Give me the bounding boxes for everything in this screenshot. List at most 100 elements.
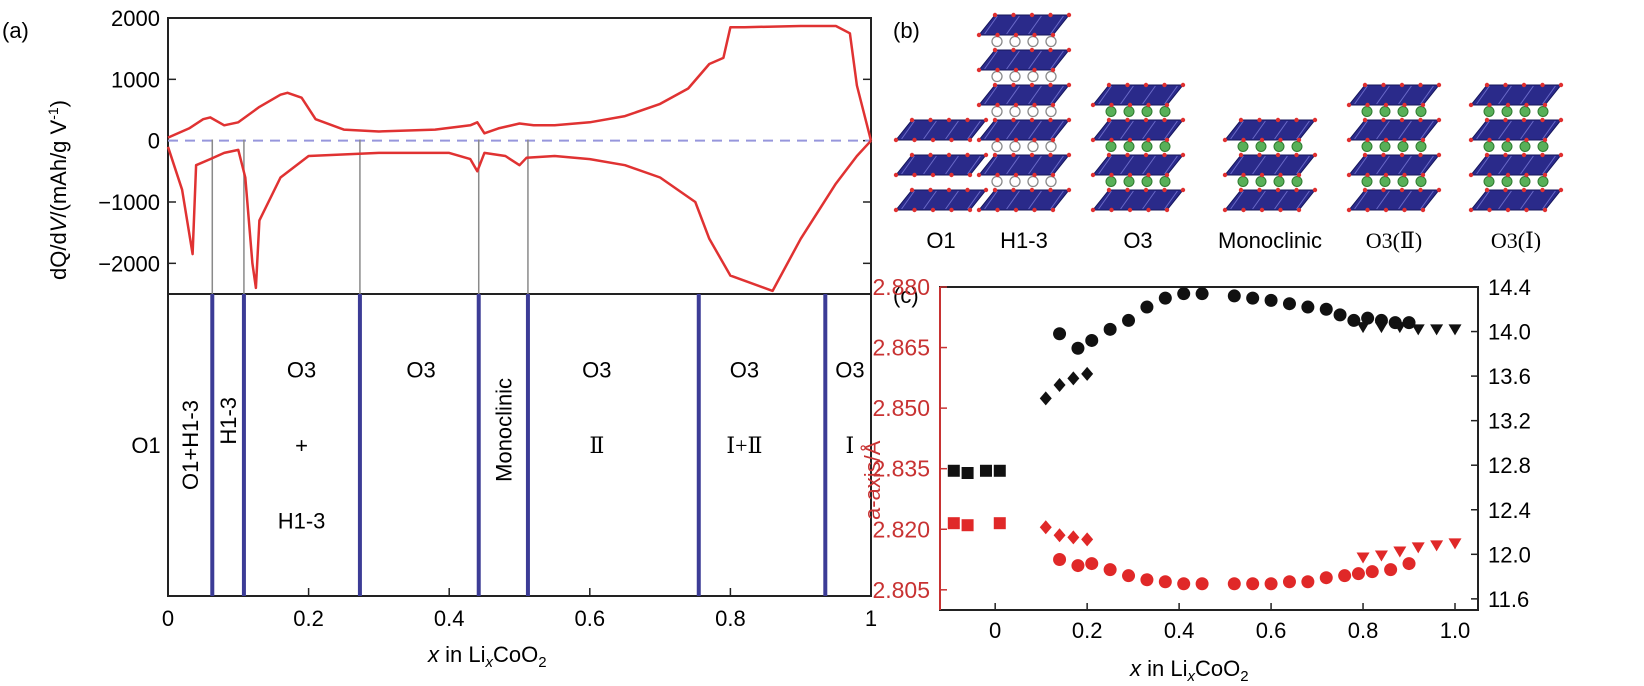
lithium-site-empty: [1009, 70, 1021, 83]
oxygen-atom: [1050, 207, 1056, 213]
oxygen-atom: [1524, 137, 1529, 143]
oxygen-atom: [1180, 117, 1186, 123]
octahedron-edge: [1120, 85, 1134, 105]
oxygen-atom: [1540, 82, 1545, 88]
y-tick-label-a: −1000: [98, 190, 160, 215]
panel-b-structures: O1 H1-3 O3 Monoclinic O3(Ⅱ) O3(Ⅰ): [893, 12, 1564, 253]
coo2-layer: [1223, 189, 1317, 211]
octahedron-edge: [1164, 85, 1178, 105]
lithium-atom: [1537, 141, 1549, 152]
y-tick-label-a: 1000: [111, 67, 160, 92]
coo2-layer: [1347, 119, 1441, 141]
oxygen-atom: [1048, 152, 1053, 158]
coo2-layer: [977, 189, 1071, 211]
plot-c-frame: [939, 286, 1479, 611]
coo2-layer: [894, 189, 988, 211]
oxygen-atom: [949, 207, 954, 213]
oxygen-atom: [1066, 152, 1072, 158]
oxygen-atom: [1048, 82, 1053, 88]
oxygen-atom: [1029, 12, 1035, 18]
oxygen-atom: [1066, 187, 1072, 193]
oxygen-atom: [1066, 82, 1072, 88]
circle-marker: [1333, 308, 1347, 322]
oxygen-atom: [1125, 152, 1130, 158]
octahedron-edge: [1252, 190, 1266, 210]
oxygen-atom: [1362, 152, 1368, 158]
coo2-layer: [1091, 119, 1185, 141]
y-tick-label-a: 2000: [111, 6, 160, 31]
oxygen-atom: [1222, 207, 1228, 213]
octahedron-edge: [945, 155, 959, 175]
lithium-site-empty: [1009, 35, 1021, 48]
oxygen-atom: [1278, 207, 1283, 213]
oxygen-atom: [1090, 137, 1096, 143]
octahedron-edge: [1398, 155, 1412, 175]
oxygen-atom: [1436, 82, 1442, 88]
oxygen-atom: [965, 187, 970, 193]
oxygen-atom: [893, 207, 899, 213]
octahedron-edge: [1142, 85, 1156, 105]
octahedron-edge: [1542, 190, 1556, 210]
oxygen-atom: [1420, 207, 1426, 213]
structure-label: O3: [1123, 228, 1152, 253]
oxygen-atom: [1090, 207, 1096, 213]
panel-a-chart: 2000 1000 0 −1000 −2000 0 0.2 0.4 0.6 0.8 1 O1 O1+H…: [45, 6, 877, 671]
oxygen-atom: [1503, 117, 1508, 123]
oxygen-atom: [967, 137, 973, 143]
lithium-atom: [1361, 141, 1373, 152]
oxygen-atom: [1542, 207, 1548, 213]
oxygen-atom: [1505, 102, 1511, 108]
oxygen-atom: [1365, 207, 1370, 213]
oxygen-atom: [1362, 187, 1368, 193]
oxygen-atom: [1399, 117, 1405, 123]
y-tick-label-c-right: 14.4: [1488, 275, 1531, 300]
panel-label-a: (a): [2, 18, 29, 43]
oxygen-atom: [1146, 102, 1151, 108]
oxygen-atom: [1106, 152, 1112, 158]
oxygen-atom: [1032, 172, 1037, 178]
oxygen-atom: [1146, 137, 1151, 143]
lithium-atom: [1415, 106, 1427, 117]
octahedron-edge: [1498, 190, 1512, 210]
octahedron-edge: [1006, 120, 1020, 140]
octahedron-edge: [967, 190, 981, 210]
oxygen-atom: [1275, 187, 1281, 193]
oxygen-atom: [1362, 82, 1368, 88]
oxygen-atom: [1558, 117, 1564, 123]
oxygen-atom: [983, 117, 989, 123]
oxygen-atom: [992, 187, 998, 193]
oxygen-atom: [1257, 117, 1262, 123]
octahedron-edge: [1354, 155, 1368, 175]
discharge-curve: [166, 139, 872, 293]
octahedron-edge: [1050, 15, 1064, 35]
lithium-site-empty: [1009, 175, 1021, 188]
octahedron-edge: [1252, 120, 1266, 140]
oxygen-atom: [1503, 187, 1508, 193]
coo2-layer: [1223, 119, 1317, 141]
oxygen-atom: [1257, 187, 1262, 193]
oxygen-atom: [1484, 82, 1490, 88]
y-tick-label-c-left: 2.850: [872, 395, 930, 421]
octahedron-edge: [1028, 50, 1042, 70]
lithium-atom: [1483, 141, 1495, 152]
oxygen-atom: [1106, 82, 1112, 88]
plot-a-top-frame: [167, 17, 872, 295]
lithium-site-empty: [991, 35, 1003, 48]
oxygen-atom: [1127, 207, 1133, 213]
phase-label: O1: [131, 433, 160, 458]
diamond-marker: [1039, 391, 1052, 406]
octahedron-edge: [1542, 155, 1556, 175]
oxygen-atom: [1294, 117, 1299, 123]
octahedron-edge: [945, 190, 959, 210]
x-label-c-sub2: 2: [1240, 668, 1248, 685]
octahedron-edge: [1050, 50, 1064, 70]
oxygen-atom: [1294, 152, 1299, 158]
octahedron-edge: [1098, 190, 1112, 210]
oxygen-atom: [1365, 172, 1370, 178]
oxygen-atom: [1164, 102, 1170, 108]
y-tick-label-c-right: 12.0: [1488, 542, 1531, 567]
oxygen-atom: [967, 172, 973, 178]
octahedron-edge: [984, 120, 998, 140]
oxygen-atom: [946, 187, 952, 193]
